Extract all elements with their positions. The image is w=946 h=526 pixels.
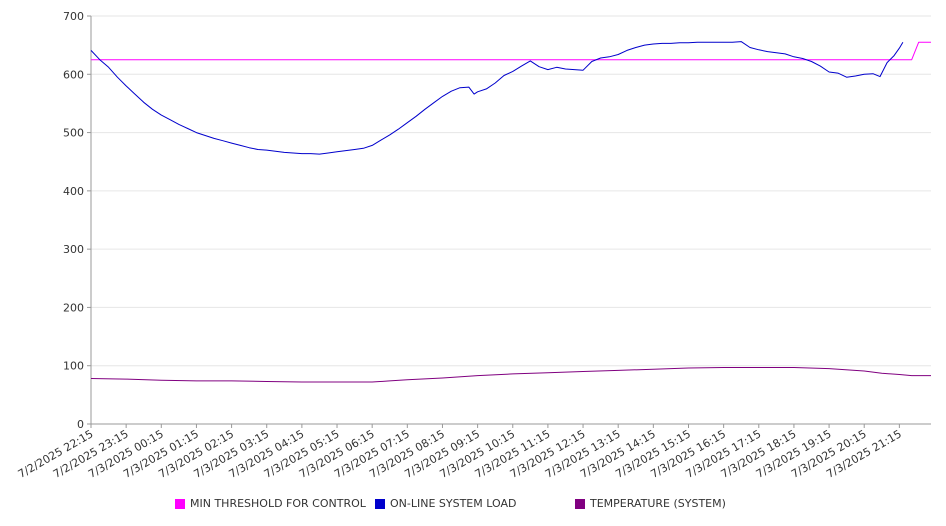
legend-item-online-system-load[interactable]: ON-LINE SYSTEM LOAD [375,497,516,510]
legend-swatch [375,498,385,509]
legend-swatch [575,498,585,509]
y-tick-label: 700 [63,10,84,23]
y-tick-label: 0 [77,418,84,431]
series-line-3 [90,367,931,383]
y-tick-label: 200 [63,301,84,314]
legend: MIN THRESHOLD FOR CONTROL ON-LINE SYSTEM… [0,497,946,515]
legend-label: TEMPERATURE (SYSTEM) [590,497,726,510]
legend-item-min-threshold[interactable]: MIN THRESHOLD FOR CONTROL [175,497,366,510]
y-tick-label: 300 [63,243,84,256]
series-line-2 [90,41,904,155]
legend-label: ON-LINE SYSTEM LOAD [390,497,517,510]
y-tick-label: 100 [63,360,84,373]
x-axis-tick-labels: 7/2/2025 22:157/2/2025 23:157/3/2025 00:… [16,427,904,481]
legend-label: MIN THRESHOLD FOR CONTROL [190,497,366,510]
y-tick-label: 600 [63,68,84,81]
y-tick-label: 500 [63,127,84,140]
axes [87,15,931,428]
y-axis-tick-labels: 0 100 200 300 400 500 600 700 [63,10,84,431]
legend-item-temperature-system[interactable]: TEMPERATURE (SYSTEM) [575,497,726,510]
legend-swatch [175,498,185,509]
y-tick-label: 400 [63,185,84,198]
grid-lines [91,15,931,367]
series-lines [90,41,931,383]
series-line-1 [91,41,931,61]
